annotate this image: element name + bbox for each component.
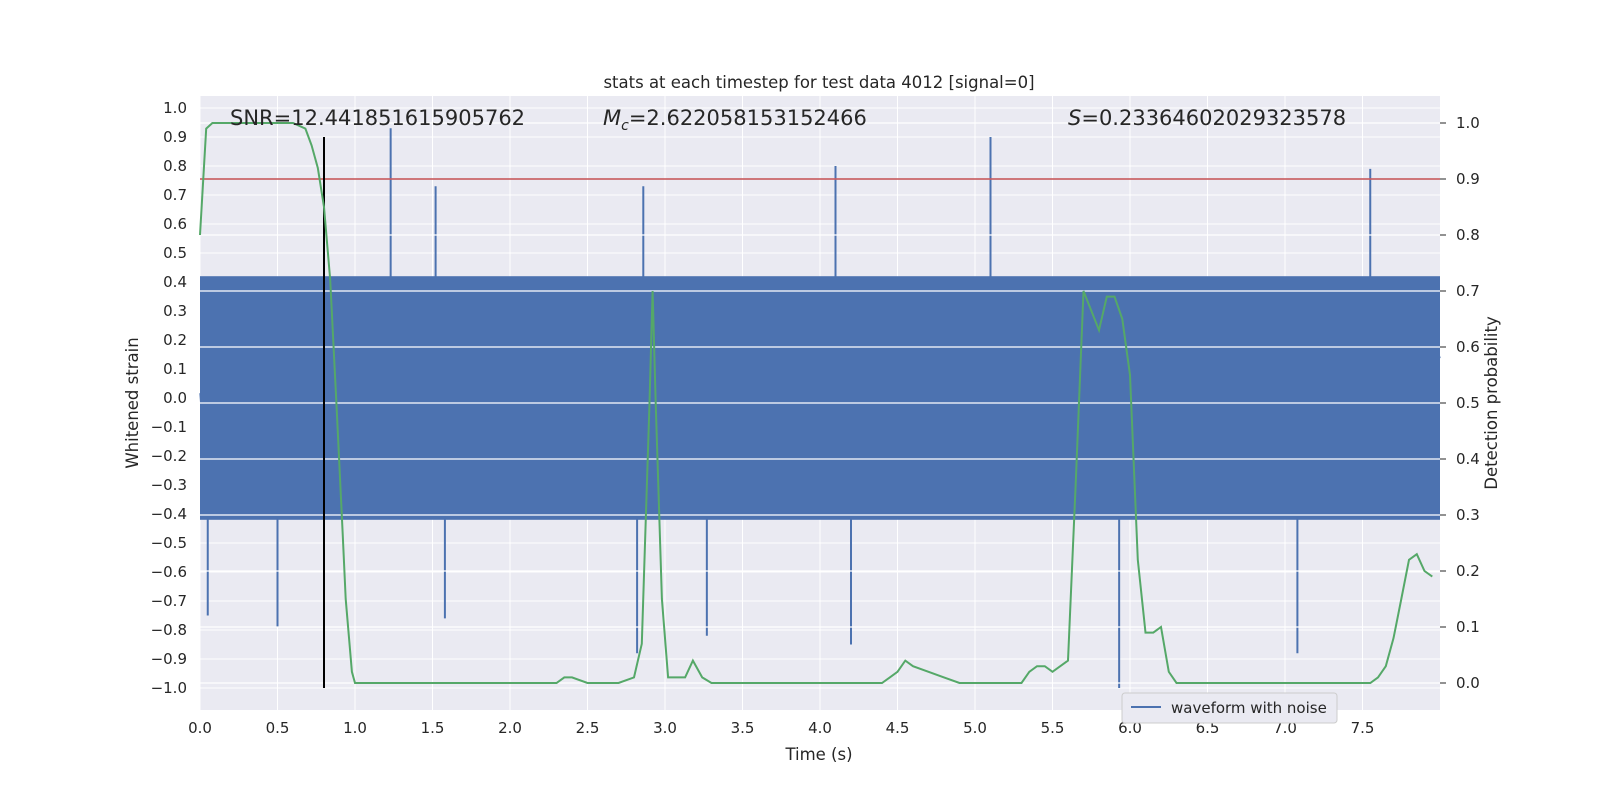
waveform-dense-band: [200, 276, 1440, 520]
x-tick-label: 3.5: [731, 719, 755, 737]
waveform-series: [199, 128, 1441, 688]
y-tick-label-left: 0.6: [163, 215, 187, 233]
y-tick-label-right: 0.0: [1456, 674, 1480, 692]
x-tick-label: 1.0: [343, 719, 367, 737]
x-tick-label: 3.0: [653, 719, 677, 737]
y-tick-label-left: 0.9: [163, 128, 187, 146]
y-tick-label-left: 0.5: [163, 244, 187, 262]
y-tick-label-left: −0.8: [151, 621, 187, 639]
snr-annotation: SNR=12.441851615905762: [230, 106, 525, 130]
y-tick-label-right: 0.9: [1456, 170, 1480, 188]
y-tick-label-right: 1.0: [1456, 114, 1480, 132]
detection-probability-line: [199, 122, 1433, 684]
y-tick-label-left: −0.2: [151, 447, 187, 465]
x-tick-label: 4.5: [886, 719, 910, 737]
legend-box: [1121, 692, 1338, 724]
y-tick-label-left: 0.8: [163, 157, 187, 175]
y-tick-label-left: 0.7: [163, 186, 187, 204]
y-tick-label-right: 0.6: [1456, 338, 1480, 356]
legend-label-waveform: waveform with noise: [1171, 699, 1327, 717]
mc-subscript: c: [621, 118, 629, 134]
y-tick-label-left: −0.1: [151, 418, 187, 436]
x-tick-label: 0.5: [266, 719, 290, 737]
x-tick-label: 2.5: [576, 719, 600, 737]
y-tick-label-right: 0.8: [1456, 226, 1480, 244]
x-axis-label: Time (s): [784, 745, 852, 764]
x-tick-label: 7.5: [1351, 719, 1375, 737]
x-tick-label: 5.0: [963, 719, 987, 737]
tick-labels: 0.0 0.5 1.0 1.5 2.0 2.5 3.0 3.5 4.0 4.5 5.0 5.5 6.0 6…: [151, 99, 1480, 737]
y-tick-label-right: 0.7: [1456, 282, 1480, 300]
y-tick-label-right: 0.3: [1456, 506, 1480, 524]
y-tick-label-left: 1.0: [163, 99, 187, 117]
chirp-mass-annotation: Mc=2.622058153152466: [603, 106, 867, 134]
y-tick-label-left: −1.0: [151, 679, 187, 697]
y-tick-label-left: 0.4: [163, 273, 187, 291]
y-tick-label-left: 0.1: [163, 360, 187, 378]
chart-title: stats at each timestep for test data 401…: [603, 73, 1034, 92]
x-tick-label: 5.5: [1041, 719, 1065, 737]
s-symbol: S: [1068, 106, 1081, 130]
x-tick-label: 2.0: [498, 719, 522, 737]
y-axis-label-left: Whitened strain: [123, 337, 142, 468]
y-tick-label-left: −0.5: [151, 534, 187, 552]
x-tick-label: 0.0: [188, 719, 212, 737]
y-tick-label-left: 0.3: [163, 302, 187, 320]
overlay-lines: [199, 122, 1440, 688]
y-tick-label-left: −0.7: [151, 592, 187, 610]
y-tick-label-left: −0.6: [151, 563, 187, 581]
y-tick-label-left: −0.4: [151, 505, 187, 523]
y-axis-label-right: Detection probability: [1482, 316, 1501, 490]
y-tick-label-right: 0.5: [1456, 394, 1480, 412]
mc-symbol: M: [603, 106, 621, 130]
y-tick-label-left: 0.0: [163, 389, 187, 407]
mc-value: =2.622058153152466: [629, 106, 867, 130]
legend: waveform with noise: [1121, 692, 1338, 724]
y-tick-label-left: −0.3: [151, 476, 187, 494]
y-tick-label-left: 0.2: [163, 331, 187, 349]
s-annotation: S=0.23364602029323578: [1068, 106, 1346, 130]
y-tick-label-left: −0.9: [151, 650, 187, 668]
x-tick-label: 1.5: [421, 719, 445, 737]
y-tick-label-right: 0.1: [1456, 618, 1480, 636]
y-tick-label-right: 0.4: [1456, 450, 1480, 468]
y-tick-label-right: 0.2: [1456, 562, 1480, 580]
s-value: =0.23364602029323578: [1081, 106, 1346, 130]
x-tick-label: 4.0: [808, 719, 832, 737]
